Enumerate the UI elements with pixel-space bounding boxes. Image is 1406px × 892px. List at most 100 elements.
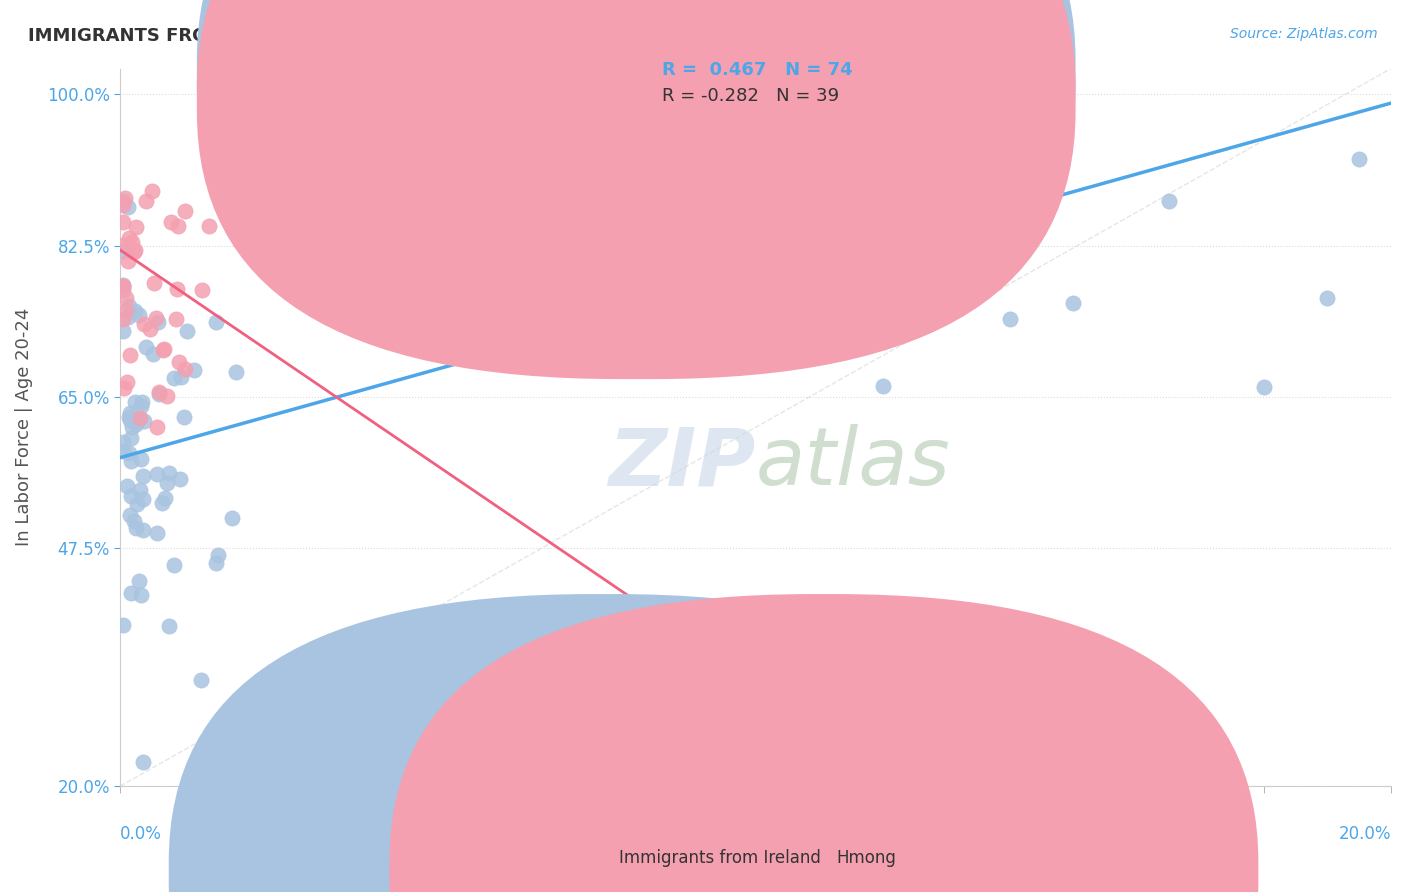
Point [139, 322, 162, 336]
Point [225, 365, 247, 379]
Point [132, 523, 155, 537]
Point [150, 496, 173, 510]
Point [190, 673, 212, 688]
Point [129, 411, 152, 425]
Text: Source: ZipAtlas.com: Source: ZipAtlas.com [1230, 27, 1378, 41]
Point [156, 476, 179, 491]
Point [112, 618, 135, 632]
Point [125, 497, 148, 511]
Point [117, 310, 139, 325]
Point [1157, 194, 1180, 208]
Point [157, 466, 180, 480]
Point [163, 371, 186, 385]
Point [118, 409, 141, 424]
Point [744, 225, 766, 239]
Point [118, 231, 141, 245]
Point [131, 451, 153, 466]
Point [120, 454, 142, 468]
Point [148, 386, 170, 401]
Point [205, 314, 228, 328]
Point [125, 220, 148, 235]
Point [1253, 380, 1275, 394]
Text: R = -0.282   N = 39: R = -0.282 N = 39 [662, 87, 839, 105]
Point [127, 413, 149, 427]
Point [112, 381, 135, 395]
Point [120, 489, 142, 503]
Point [132, 413, 155, 427]
Point [131, 395, 153, 409]
Point [112, 237, 135, 252]
Point [120, 431, 142, 445]
Point [120, 348, 142, 362]
Point [112, 283, 135, 297]
Point [132, 756, 155, 770]
Point [121, 235, 143, 249]
Point [132, 491, 155, 506]
Text: atlas: atlas [755, 425, 950, 502]
Point [112, 194, 135, 209]
Text: R =  0.467   N = 74: R = 0.467 N = 74 [662, 61, 853, 78]
Point [145, 310, 167, 325]
Point [112, 280, 135, 294]
Point [141, 184, 163, 198]
Point [173, 361, 195, 376]
Point [143, 277, 166, 291]
Point [117, 376, 139, 390]
Point [146, 419, 169, 434]
Point [146, 315, 169, 329]
Point [124, 244, 146, 258]
Point [132, 317, 155, 331]
Point [169, 472, 191, 486]
Point [207, 549, 229, 563]
Point [183, 363, 205, 377]
Point [1316, 291, 1339, 305]
Point [118, 413, 141, 427]
Point [117, 254, 139, 268]
Point [112, 278, 135, 293]
Point [128, 483, 150, 497]
Point [131, 399, 153, 413]
Point [118, 508, 141, 523]
Point [135, 194, 157, 208]
Point [205, 557, 228, 571]
Point [169, 370, 191, 384]
Point [132, 469, 155, 483]
Point [165, 312, 187, 326]
Point [124, 394, 146, 409]
Point [115, 302, 138, 317]
Point [157, 619, 180, 633]
Point [156, 389, 179, 403]
Point [120, 585, 142, 599]
Point [153, 491, 176, 505]
Point [176, 324, 198, 338]
Point [112, 215, 135, 229]
Point [872, 379, 894, 393]
Point [114, 191, 136, 205]
Point [153, 342, 176, 356]
Point [173, 204, 195, 219]
Point [129, 588, 152, 602]
Point [117, 479, 139, 493]
Point [163, 558, 186, 572]
Text: Hmong: Hmong [837, 849, 897, 867]
Text: IMMIGRANTS FROM IRELAND VS HMONG IN LABOR FORCE | AGE 20-24 CORRELATION CHART: IMMIGRANTS FROM IRELAND VS HMONG IN LABO… [28, 27, 957, 45]
Point [998, 311, 1021, 326]
Text: ZIP: ZIP [609, 425, 755, 502]
Point [112, 435, 135, 450]
Point [112, 312, 135, 326]
Point [152, 343, 174, 358]
Point [115, 291, 138, 305]
Point [112, 244, 135, 258]
Point [141, 347, 163, 361]
Point [146, 525, 169, 540]
Text: 20.0%: 20.0% [1339, 825, 1391, 843]
Point [173, 409, 195, 424]
Point [191, 283, 214, 297]
Point [122, 245, 145, 260]
Point [112, 324, 135, 338]
Point [125, 417, 148, 432]
Point [124, 304, 146, 318]
Point [167, 219, 190, 234]
Point [118, 299, 141, 313]
Point [148, 385, 170, 400]
